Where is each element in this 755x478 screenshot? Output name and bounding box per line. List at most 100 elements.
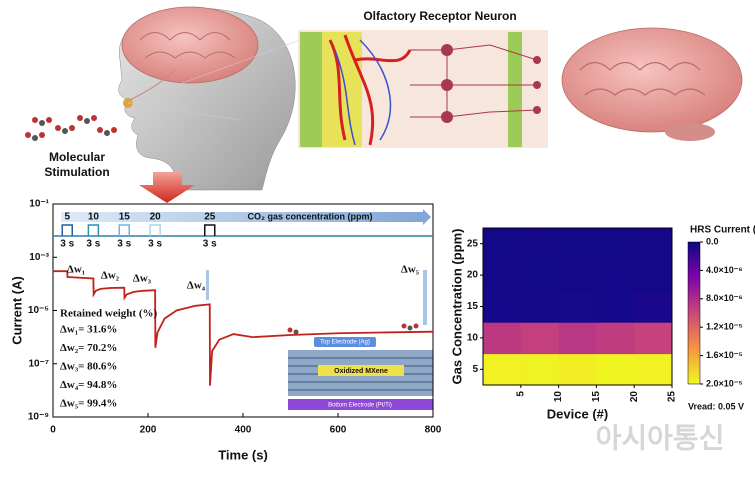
- heat-cell: [483, 259, 522, 292]
- down-arrow: [139, 172, 195, 203]
- x-tick-label: 600: [330, 425, 347, 436]
- x-tick-label: 0: [50, 425, 56, 436]
- retained-value: Δw₄= 94.8%: [60, 379, 117, 391]
- x-tick-label: 15: [591, 391, 602, 403]
- heat-cell: [520, 259, 560, 292]
- watermark: 아시아통신: [596, 422, 725, 453]
- colorbar-tick-label: 8.0×10⁻⁶: [706, 293, 743, 303]
- heat-cell: [520, 353, 560, 386]
- y-tick-label: 10⁻⁷: [28, 358, 49, 369]
- heat-cell: [596, 322, 635, 355]
- pulse-concentration: 10: [88, 212, 100, 223]
- x-tick-label: 25: [667, 391, 678, 403]
- brain-illustration: [561, 27, 743, 141]
- colorbar: [687, 241, 701, 385]
- pulse: [149, 224, 161, 236]
- drop-label: Δw₂: [101, 270, 120, 282]
- x-axis-label: Device (#): [547, 406, 608, 421]
- concentration-arrow: [61, 209, 431, 225]
- heat-cell: [483, 228, 522, 260]
- pulse-duration: 3 s: [148, 239, 162, 250]
- drop-label: Δw₄: [187, 280, 206, 292]
- device-layer-label: Top Electrode (Ag): [320, 340, 370, 346]
- heat-cell: [558, 290, 597, 323]
- y-tick-label: 10⁻³: [29, 252, 49, 263]
- y-tick-label: 15: [467, 301, 479, 312]
- x-tick-label: 20: [629, 391, 640, 403]
- heat-cell: [483, 290, 522, 323]
- colorbar-tick-label: 2.0×10⁻⁵: [706, 378, 743, 388]
- current-line: [53, 270, 434, 386]
- heat-cell: [596, 353, 635, 386]
- pulse-axis-label: CO₂ gas concentration (ppm): [247, 211, 372, 221]
- heat-cell: [558, 228, 597, 260]
- drop-label: Δw₁: [67, 264, 85, 276]
- retained-title: Retained weight (%): [60, 308, 157, 320]
- y-tick-label: 10⁻⁹: [28, 412, 49, 423]
- y-axis-label: Current (A): [9, 276, 24, 345]
- drop-label: Δw₅: [401, 264, 420, 276]
- heat-cell: [596, 228, 635, 260]
- y-tick-label: 20: [467, 270, 479, 281]
- pulse-duration: 3 s: [60, 239, 74, 250]
- device-illustration: [287, 323, 433, 410]
- heat-cell: [520, 228, 560, 260]
- heat-cell: [520, 290, 560, 323]
- x-axis-label: Time (s): [218, 447, 268, 462]
- drop-arrow: [206, 270, 209, 300]
- y-tick-label: 25: [467, 238, 479, 249]
- heat-cell: [483, 353, 522, 386]
- molecules: [25, 115, 117, 141]
- pulse-concentration: 20: [150, 212, 162, 223]
- x-tick-label: 400: [235, 425, 252, 436]
- heat-cell: [520, 322, 560, 355]
- pulse: [204, 224, 216, 236]
- x-tick-label: 800: [425, 425, 442, 436]
- heat-cell: [596, 259, 635, 292]
- heat-cell: [634, 322, 673, 355]
- heat-cell: [558, 353, 597, 386]
- pulse-concentration: 15: [119, 212, 131, 223]
- y-tick-label: 10⁻¹: [29, 199, 49, 210]
- heat-cell: [558, 259, 597, 292]
- heat-cell: [483, 322, 522, 355]
- note: Vread: 0.05 V: [688, 401, 744, 411]
- retained-value: Δw₃= 80.6%: [60, 361, 117, 373]
- y-tick-label: 5: [472, 364, 478, 375]
- pulse: [61, 224, 73, 236]
- stimulation-label: Stimulation: [44, 165, 109, 179]
- heat-cell: [596, 290, 635, 323]
- colorbar-tick-label: 1.2×10⁻⁵: [706, 322, 743, 332]
- pulse-duration: 3 s: [86, 239, 100, 250]
- pulse-concentration: 25: [204, 212, 216, 223]
- pulse-duration: 3 s: [117, 239, 131, 250]
- device-layer-label: Bottom Electrode (Pt/Ti): [328, 403, 392, 409]
- colorbar-tick-label: 1.6×10⁻⁵: [706, 350, 743, 360]
- y-tick-label: 10: [467, 333, 479, 344]
- pulse: [87, 224, 100, 236]
- retained-value: Δw₅= 99.4%: [60, 398, 117, 410]
- x-tick-label: 5: [515, 391, 526, 397]
- head-illustration: [118, 6, 301, 191]
- device-layer-label: Oxidized MXene: [334, 368, 388, 375]
- retained-value: Δw₁= 31.6%: [60, 324, 117, 336]
- y-axis-label: Gas Concentration (ppm): [449, 228, 464, 384]
- heat-cell: [634, 228, 673, 260]
- heat-cell: [634, 259, 673, 292]
- pulse-concentration: 5: [64, 212, 70, 223]
- drop-label: Δw₃: [133, 273, 152, 285]
- pulse: [118, 224, 130, 236]
- pulse-duration: 3 s: [203, 239, 217, 250]
- y-tick-label: 10⁻⁵: [28, 305, 49, 316]
- drop-arrow: [423, 270, 427, 325]
- retained-value: Δw₂= 70.2%: [60, 342, 117, 354]
- colorbar-tick-label: 0.0: [706, 236, 719, 246]
- neuron-illustration: [298, 30, 548, 148]
- colorbar-tick-label: 4.0×10⁻⁶: [706, 265, 743, 275]
- stimulation-label: Molecular: [49, 150, 105, 164]
- x-tick-label: 200: [140, 425, 157, 436]
- receptor-title: Olfactory Receptor Neuron: [363, 9, 516, 23]
- heat-cell: [558, 322, 597, 355]
- colorbar-title: HRS Current (A: [690, 225, 755, 236]
